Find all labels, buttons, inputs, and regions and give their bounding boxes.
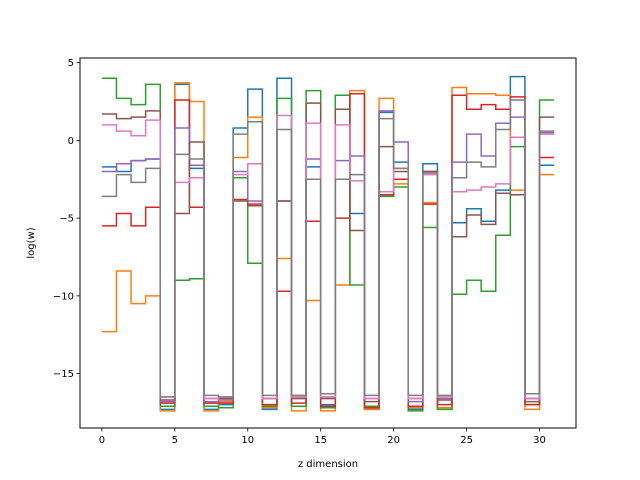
series-line-3: [101, 77, 555, 412]
x-tick-label: 20: [387, 435, 400, 446]
y-tick-label: −15: [53, 369, 74, 380]
ticks-layer: 0 5 10 15 20 25 30 5 0 −5 −10 −15: [53, 58, 546, 446]
x-axis-label: z dimension: [298, 459, 358, 470]
x-tick-label: 15: [314, 435, 327, 446]
y-tick-label: 5: [68, 58, 74, 69]
series-line-8: [101, 99, 555, 398]
y-axis-label: log(w): [26, 227, 37, 258]
y-tick-label: −5: [59, 214, 74, 225]
series-line-4: [101, 93, 555, 409]
x-tick-label: 10: [241, 435, 254, 446]
plot-area: [80, 58, 576, 428]
series-layer: [101, 75, 555, 412]
series-line-2: [101, 82, 555, 412]
series-line-1: [101, 75, 555, 411]
y-tick-label: 0: [68, 136, 74, 147]
x-tick-label: 30: [533, 435, 546, 446]
y-tick-label: −10: [53, 291, 74, 302]
x-tick-label: 5: [172, 435, 178, 446]
plot-frame: [79, 57, 577, 429]
x-tick-label: 0: [99, 435, 105, 446]
series-line-7: [101, 114, 555, 400]
x-tick-label: 25: [460, 435, 473, 446]
